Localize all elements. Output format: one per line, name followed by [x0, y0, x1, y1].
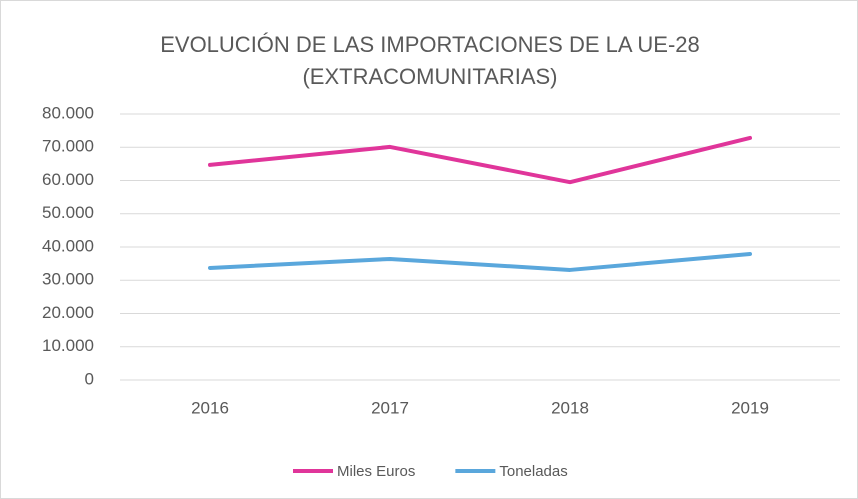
y-tick-label: 50.000 [42, 203, 94, 222]
y-tick-label: 20.000 [42, 303, 94, 322]
x-tick-label: 2016 [191, 398, 229, 417]
x-tick-label: 2017 [371, 398, 409, 417]
x-tick-label: 2019 [731, 398, 769, 417]
y-tick-label: 10.000 [42, 336, 94, 355]
y-tick-label: 0 [85, 369, 94, 388]
y-tick-label: 80.000 [42, 103, 94, 122]
y-tick-label: 40.000 [42, 236, 94, 255]
chart-title: EVOLUCIÓN DE LAS IMPORTACIONES DE LA UE-… [160, 32, 700, 57]
series-line [208, 251, 752, 272]
legend-label: Toneladas [499, 463, 567, 480]
legend-label: Miles Euros [337, 463, 415, 480]
y-tick-label: 60.000 [42, 170, 94, 189]
y-tick-label: 70.000 [42, 137, 94, 156]
y-tick-label: 30.000 [42, 270, 94, 289]
x-tick-label: 2018 [551, 398, 589, 417]
series-line [208, 135, 752, 185]
chart-title: (EXTRACOMUNITARIAS) [302, 64, 557, 89]
